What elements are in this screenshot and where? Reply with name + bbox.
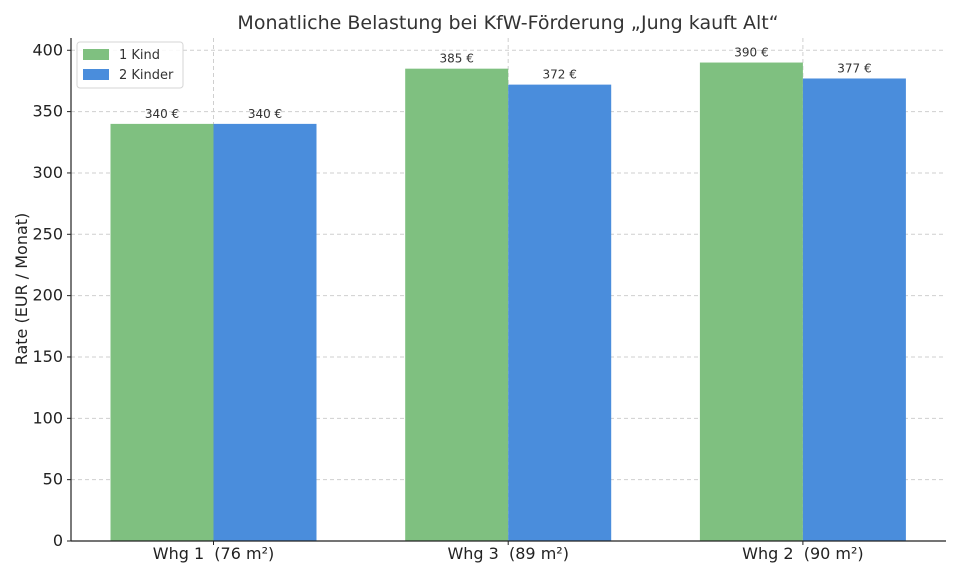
bar (213, 123, 317, 541)
bar (508, 84, 612, 542)
y-tick-label: 200 (32, 286, 63, 305)
data-label: 372 € (543, 68, 577, 82)
data-label: 377 € (837, 61, 871, 75)
tick-labels: Whg 1 (76 m²) Whg 3 (89 m²) Whg 2 (90 m²) 0… (32, 40, 863, 563)
legend: 1 Kind 2 Kinder (76, 41, 184, 89)
legend-swatch (83, 49, 109, 60)
data-label: 385 € (440, 52, 474, 66)
chart-title: Monatliche Belastung bei KfW-Förderung „… (237, 12, 778, 34)
y-tick-label: 0 (53, 531, 63, 550)
legend-label: 2 Kinder (119, 68, 174, 83)
data-label: 340 € (248, 107, 282, 121)
legend-label: 1 Kind (119, 48, 160, 63)
y-tick-label: 50 (43, 470, 63, 489)
data-label: 340 € (145, 107, 179, 121)
y-tick-label: 350 (32, 102, 63, 121)
bar (405, 68, 509, 542)
y-tick-label: 300 (32, 163, 63, 182)
x-tick-label: Whg 1 (76 m²) (153, 544, 274, 563)
y-tick-label: 150 (32, 347, 63, 366)
bars (110, 62, 906, 542)
data-label: 390 € (734, 46, 768, 60)
bar (110, 123, 214, 541)
y-tick-label: 400 (32, 40, 63, 59)
y-tick-label: 100 (32, 408, 63, 427)
bar (699, 62, 803, 541)
x-tick-label: Whg 2 (90 m²) (742, 544, 863, 563)
x-tick-label: Whg 3 (89 m²) (447, 544, 568, 563)
legend-swatch (83, 69, 109, 80)
bar (802, 78, 906, 542)
data-labels: 340 € 340 € 385 € 372 € 390 € 377 € (145, 46, 872, 121)
y-tick-label: 250 (32, 224, 63, 243)
y-axis-label: Rate (EUR / Monat) (12, 213, 31, 366)
